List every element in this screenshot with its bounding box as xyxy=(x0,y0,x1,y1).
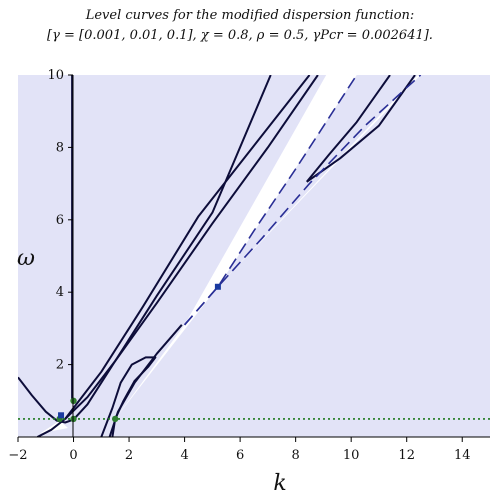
point-b xyxy=(70,415,77,423)
x-tick-label: 12 xyxy=(398,448,415,463)
left-region xyxy=(18,75,327,437)
x-tick-label: 0 xyxy=(69,448,77,463)
x-tick-label: 8 xyxy=(292,448,300,463)
point-d xyxy=(111,415,119,423)
hyperbola-inner xyxy=(64,75,311,420)
y-tick-label: 10 xyxy=(47,68,64,83)
axes: −2 0 2 4 6 8 10 12 14 2 4 6 8 10 xyxy=(8,68,490,463)
outer-branch xyxy=(36,75,319,437)
level-curves xyxy=(18,75,490,437)
shaded-regions xyxy=(18,75,490,437)
chart-subtitle: [γ = [0.001, 0.01, 0.1], χ = 0.8, ρ = 0.… xyxy=(47,28,433,43)
dashed-lower xyxy=(183,75,422,326)
y-tick-label: 2 xyxy=(56,358,64,373)
x-tick-label: 6 xyxy=(236,448,244,463)
x-axis-label: k xyxy=(273,471,286,496)
marker-square-2 xyxy=(214,283,221,290)
y-tick-label: 8 xyxy=(56,140,64,155)
wedge-upper-solid xyxy=(306,75,391,183)
y-ticks: 2 4 6 8 10 xyxy=(47,68,73,373)
x-tick-label: 4 xyxy=(180,448,188,463)
y-axis-label: ω xyxy=(17,246,35,271)
right-wedge xyxy=(217,75,418,287)
marker-square-1 xyxy=(58,412,65,419)
critical-points xyxy=(56,283,221,423)
x-tick-label: 2 xyxy=(125,448,133,463)
x-tick-label: −2 xyxy=(8,448,27,463)
bottom-band xyxy=(18,418,490,437)
chart-title: Level curves for the modified dispersion… xyxy=(85,8,415,23)
right-region xyxy=(115,75,490,419)
point-c xyxy=(70,397,77,404)
x-tick-label: 14 xyxy=(454,448,471,463)
y-tick-label: 6 xyxy=(56,213,64,228)
y-tick-label: 4 xyxy=(56,285,64,300)
dashed-upper xyxy=(183,75,358,326)
x-tick-label: 10 xyxy=(343,448,360,463)
plot-area xyxy=(18,75,490,437)
x-ticks: −2 0 2 4 6 8 10 12 14 xyxy=(8,437,471,463)
